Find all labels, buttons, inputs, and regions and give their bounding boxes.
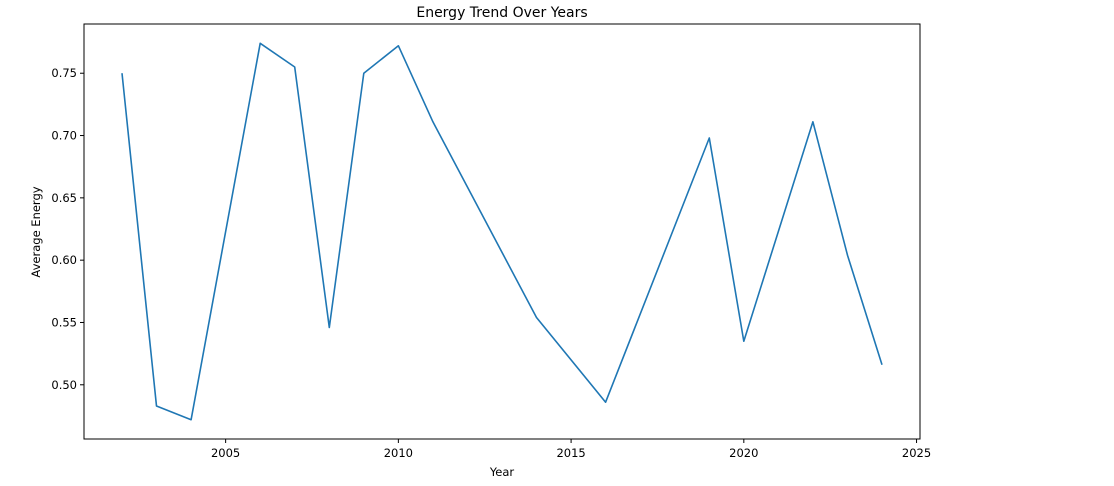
y-axis-ticks: 0.50 0.55 0.60 0.65 0.70 0.75: [51, 66, 84, 392]
plot-frame: [83, 23, 921, 440]
y-tick-label: 0.60: [51, 253, 77, 267]
x-axis-label: Year: [489, 465, 515, 479]
x-tick-label: 2015: [556, 446, 585, 460]
y-tick-label: 0.75: [51, 66, 77, 80]
y-tick-label: 0.65: [51, 191, 77, 205]
x-axis-ticks: 2005 2010 2015 2020 2025: [211, 439, 931, 460]
y-tick-label: 0.55: [51, 315, 77, 329]
y-tick-label: 0.50: [51, 378, 77, 392]
chart-title: Energy Trend Over Years: [416, 5, 587, 21]
x-tick-label: 2020: [729, 446, 758, 460]
series-layer: [121, 42, 883, 421]
y-axis-label: Average Energy: [29, 186, 43, 277]
x-tick-label: 2010: [384, 446, 413, 460]
x-tick-label: 2025: [902, 446, 931, 460]
series-line: [121, 42, 883, 421]
y-tick-label: 0.70: [51, 129, 77, 143]
x-tick-label: 2005: [211, 446, 240, 460]
